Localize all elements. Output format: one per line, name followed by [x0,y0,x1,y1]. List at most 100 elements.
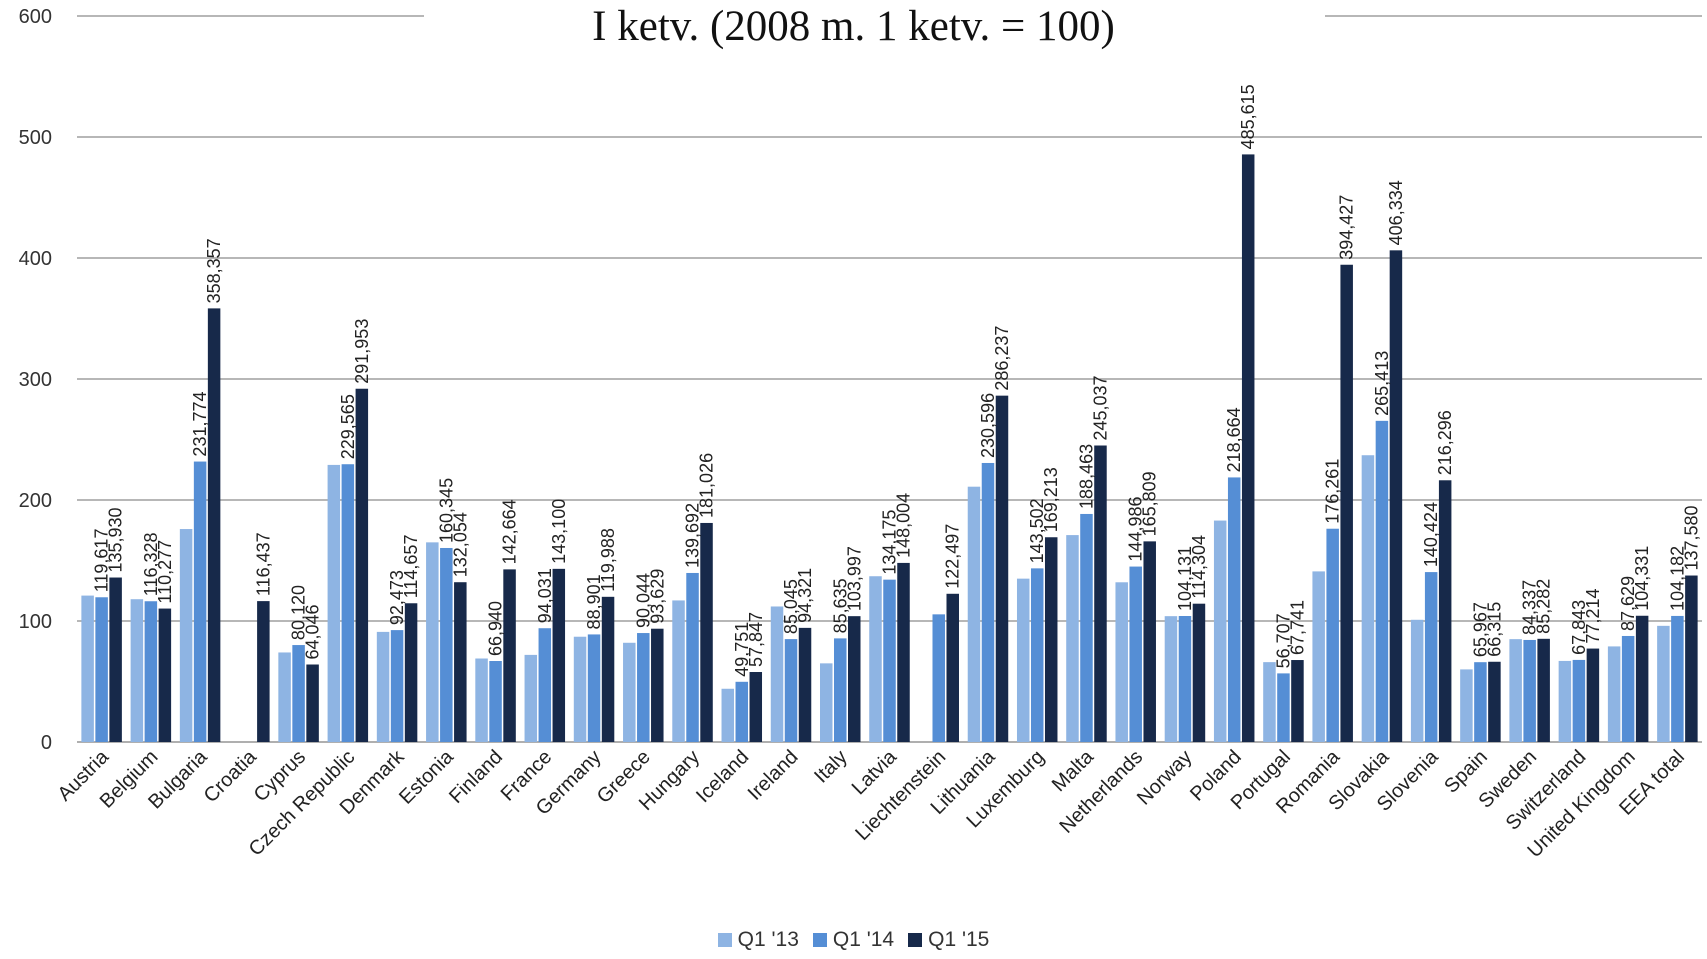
bar [179,529,193,742]
data-label: 143,502 [1027,498,1047,563]
bar [798,627,812,742]
data-label: 116,437 [253,532,273,596]
bar [883,579,896,742]
bar [158,608,172,742]
data-label: 245,037 [1090,375,1110,440]
bar [1537,638,1550,742]
bar [292,645,305,742]
bar [390,630,404,742]
data-label: 358,357 [204,238,224,303]
x-tick-label: Italy [810,746,851,787]
bar [1164,616,1178,742]
bar [981,462,995,742]
bar [1685,575,1698,742]
data-label: 103,997 [844,546,864,611]
y-tick-label: 200 [19,490,52,512]
legend-swatch [717,933,732,947]
bar [1115,582,1128,742]
data-label: 49,751 [732,622,752,677]
bar [109,577,122,742]
data-label: 176,261 [1323,459,1343,524]
data-label: 135,930 [106,507,126,572]
bar [573,636,587,742]
legend-item: Q1 '15 [908,928,989,952]
bar [81,595,94,742]
bar [1016,578,1030,742]
bar [1192,603,1206,742]
bar [426,542,439,742]
bar [1424,572,1438,742]
bar [1066,535,1079,742]
data-label: 104,331 [1632,546,1652,611]
data-label: 114,657 [401,535,421,599]
x-tick-label: Norway [1133,746,1196,809]
bar [355,388,369,742]
bar [475,658,488,742]
x-tick-label: Finland [445,746,507,808]
data-label: 85,282 [1534,579,1554,634]
bar [897,562,910,742]
bar [306,664,319,742]
bar [524,654,538,742]
bar [820,663,833,742]
bar [327,464,341,742]
bar [1044,537,1058,742]
data-label: 216,296 [1435,410,1455,475]
data-label: 57,847 [746,612,766,667]
y-tick-label: 400 [19,248,52,270]
bar [1129,566,1142,742]
bar [749,672,763,742]
legend: Q1 '13 Q1 '14 Q1 '15 [0,928,1707,952]
data-label: 56,707 [1273,613,1293,668]
bar [1291,660,1304,742]
bar [552,568,566,742]
data-label: 67,741 [1287,600,1307,655]
bar [1080,513,1093,742]
bar [1657,625,1670,742]
bar [1572,659,1586,742]
data-label: 485,615 [1238,84,1258,149]
bar [1586,648,1600,742]
bar [1410,619,1424,742]
legend-item: Q1 '13 [717,928,799,952]
data-label: 85,635 [830,578,850,633]
bar [672,600,685,742]
data-label: 160,345 [436,478,456,543]
y-tick-label: 300 [19,369,52,391]
data-label: 143,100 [549,499,569,564]
data-label: 67,843 [1569,600,1589,655]
data-label: 140,424 [1421,502,1441,567]
y-tick-label: 500 [19,127,52,149]
data-label: 92,473 [387,570,407,625]
bar [1438,480,1452,742]
bar [376,631,390,742]
data-label: 406,334 [1386,180,1406,245]
data-label: 104,182 [1667,546,1687,611]
data-label: 110,277 [155,540,175,604]
data-label: 122,497 [943,524,963,589]
data-label: 218,664 [1224,407,1244,472]
bar [489,661,502,742]
legend-swatch [908,933,923,947]
bar [1227,477,1241,742]
bar [869,576,882,742]
bar [95,597,108,742]
bar [538,628,552,742]
bar [1178,616,1192,742]
data-label: 230,596 [978,393,998,458]
data-label: 84,337 [1520,580,1540,635]
bar [995,395,1009,742]
bar [1340,264,1353,742]
bar [1263,662,1276,742]
data-label: 144,986 [1126,496,1146,561]
bar [1094,445,1107,742]
bar [503,569,516,742]
data-label: 231,774 [190,391,210,456]
data-label: 139,692 [683,503,703,568]
legend-label: Q1 '14 [832,928,895,951]
legend-swatch [812,933,827,947]
y-tick-label: 600 [19,6,52,28]
data-label: 132,054 [450,512,470,577]
bar [341,464,355,742]
